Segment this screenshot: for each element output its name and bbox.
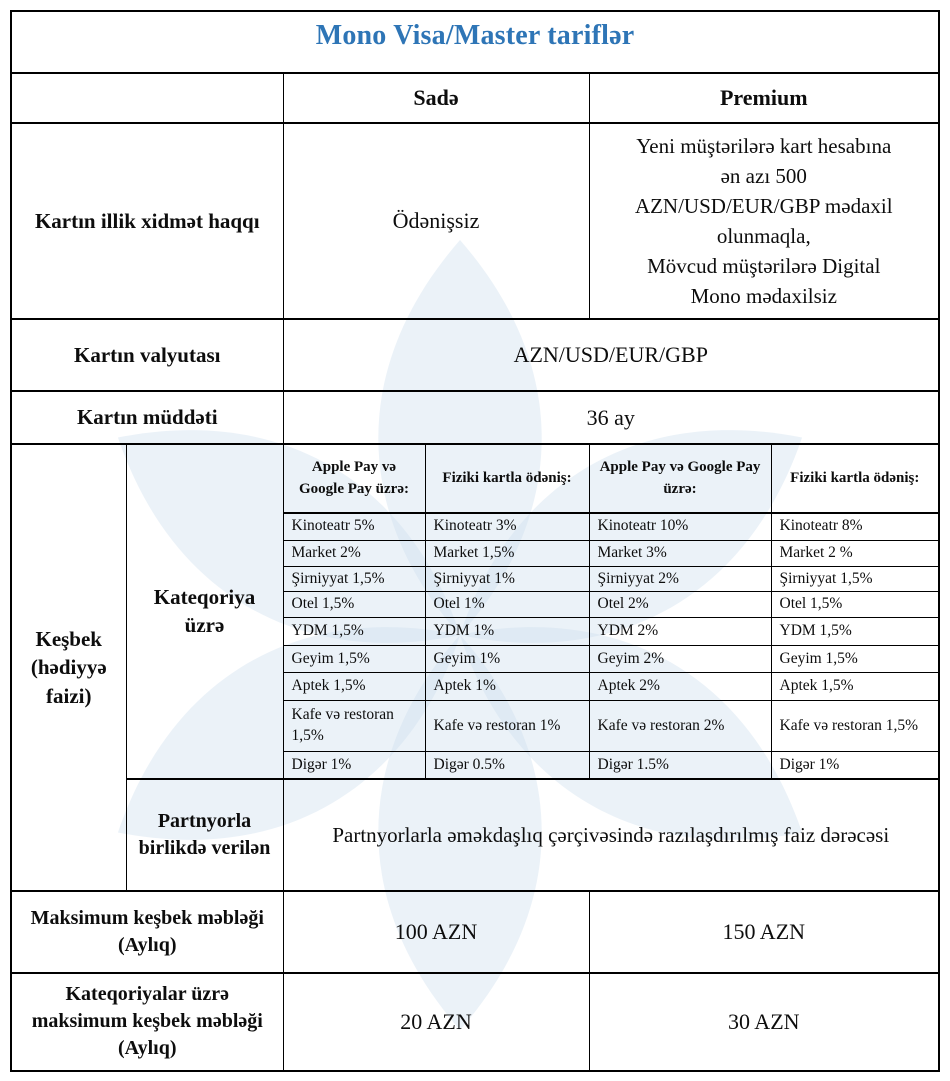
column-header-premium: Premium: [588, 72, 940, 124]
partner-label: Partnyorla birlikdə verilən: [125, 777, 284, 892]
cashback-cell: Şirniyyat 2%: [588, 565, 772, 593]
cashback-cell: Kafe və restoran 1,5%: [770, 700, 940, 753]
max-cashback-label: Maksimum keşbek məbləği (Aylıq): [10, 889, 284, 974]
cashback-col-header-applepay-premium: Apple Pay və Google Pay üzrə:: [588, 443, 772, 514]
column-header-sade: Sadə: [282, 72, 590, 124]
cashback-cell: YDM 1,5%: [770, 617, 940, 647]
cashback-cell: YDM 2%: [588, 617, 772, 647]
cashback-category-label: Kateqoriya üzrə: [125, 443, 284, 780]
cashback-col-header-applepay-sade: Apple Pay və Google Pay üzrə:: [282, 443, 426, 514]
cashback-col-header-physical-sade: Fiziki kartla ödəniş:: [424, 443, 590, 514]
empty-header-cell: [10, 72, 284, 124]
table-row: Otel 1,5% Otel 1% Otel 2% Otel 1,5%: [11, 591, 940, 619]
cashback-cell: Market 3%: [588, 539, 772, 567]
cashback-cell: Geyim 1,5%: [770, 645, 940, 674]
max-cashback-premium-value: 150 AZN: [588, 889, 940, 974]
currency-value: AZN/USD/EUR/GBP: [282, 318, 940, 392]
table-row: Şirniyyat 1,5% Şirniyyat 1% Şirniyyat 2%…: [11, 565, 940, 593]
cashback-cell: Digər 1.5%: [588, 751, 772, 780]
page-title: Mono Visa/Master tariflər: [10, 10, 940, 74]
cashback-cell: Kinoteatr 3%: [424, 512, 590, 541]
cashback-col-header-physical-premium: Fiziki kartla ödəniş:: [770, 443, 940, 514]
cashback-cell: Aptek 1%: [424, 672, 590, 702]
cashback-cell: Kinoteatr 5%: [282, 512, 426, 541]
cashback-cell: Kafe və restoran 2%: [588, 700, 772, 753]
cashback-cell: Digər 1%: [770, 751, 940, 780]
cashback-cell: Geyim 1,5%: [282, 645, 426, 674]
table-row: Kafe və restoran 1,5% Kafe və restoran 1…: [11, 700, 940, 753]
partner-value: Partnyorlarla əməkdaşlıq çərçivəsində ra…: [282, 777, 940, 892]
table-row: Market 2% Market 1,5% Market 3% Market 2…: [11, 539, 940, 567]
cashback-cell: Otel 2%: [588, 591, 772, 619]
table-row: YDM 1,5% YDM 1% YDM 2% YDM 1,5%: [11, 617, 940, 647]
cashback-cell: Kinoteatr 8%: [770, 512, 940, 541]
max-cashback-sade-value: 100 AZN: [282, 889, 590, 974]
duration-value: 36 ay: [282, 390, 940, 445]
cashback-cell: YDM 1,5%: [282, 617, 426, 647]
cashback-cell: Geyim 1%: [424, 645, 590, 674]
row-label-annual-fee: Kartın illik xidmət haqqı: [10, 122, 284, 320]
cashback-cell: Şirniyyat 1,5%: [282, 565, 426, 593]
table-row: Digər 1% Digər 0.5% Digər 1.5% Digər 1%: [11, 751, 940, 780]
cashback-cell: Market 1,5%: [424, 539, 590, 567]
row-label-duration: Kartın müddəti: [10, 390, 284, 445]
cashback-section-label: Keşbek (hədiyyə faizi): [10, 443, 127, 892]
annual-fee-sade-value: Ödənişsiz: [282, 122, 590, 320]
cashback-cell: Kinoteatr 10%: [588, 512, 772, 541]
cashback-cell: Digər 0.5%: [424, 751, 590, 780]
cashback-cell: Otel 1,5%: [770, 591, 940, 619]
cashback-cell: Geyim 2%: [588, 645, 772, 674]
table-row: Kinoteatr 5% Kinoteatr 3% Kinoteatr 10% …: [11, 512, 940, 541]
cashback-cell: Aptek 1,5%: [282, 672, 426, 702]
cashback-cell: Kafe və restoran 1,5%: [282, 700, 426, 753]
tariff-table: Mono Visa/Master tariflər Sadə Premium K…: [10, 10, 941, 1072]
document-page: Mono Visa/Master tariflər Sadə Premium K…: [0, 10, 950, 1081]
annual-fee-premium-value: Yeni müştərilərə kart hesabına ən azı 50…: [588, 122, 940, 320]
category-max-cashback-label: Kateqoriyalar üzrə maksimum keşbek məblə…: [10, 971, 284, 1072]
category-max-cashback-premium-value: 30 AZN: [588, 971, 940, 1072]
cashback-cell: Otel 1,5%: [282, 591, 426, 619]
cashback-cell: Şirniyyat 1,5%: [770, 565, 940, 593]
table-row: Aptek 1,5% Aptek 1% Aptek 2% Aptek 1,5%: [11, 672, 940, 702]
cashback-cell: Market 2 %: [770, 539, 940, 567]
cashback-cell: Aptek 2%: [588, 672, 772, 702]
cashback-cell: YDM 1%: [424, 617, 590, 647]
cashback-cell: Digər 1%: [282, 751, 426, 780]
cashback-cell: Kafe və restoran 1%: [424, 700, 590, 753]
row-label-currency: Kartın valyutası: [10, 318, 284, 392]
cashback-cell: Şirniyyat 1%: [424, 565, 590, 593]
category-max-cashback-sade-value: 20 AZN: [282, 971, 590, 1072]
cashback-cell: Aptek 1,5%: [770, 672, 940, 702]
cashback-cell: Market 2%: [282, 539, 426, 567]
table-row: Geyim 1,5% Geyim 1% Geyim 2% Geyim 1,5%: [11, 645, 940, 674]
cashback-cell: Otel 1%: [424, 591, 590, 619]
